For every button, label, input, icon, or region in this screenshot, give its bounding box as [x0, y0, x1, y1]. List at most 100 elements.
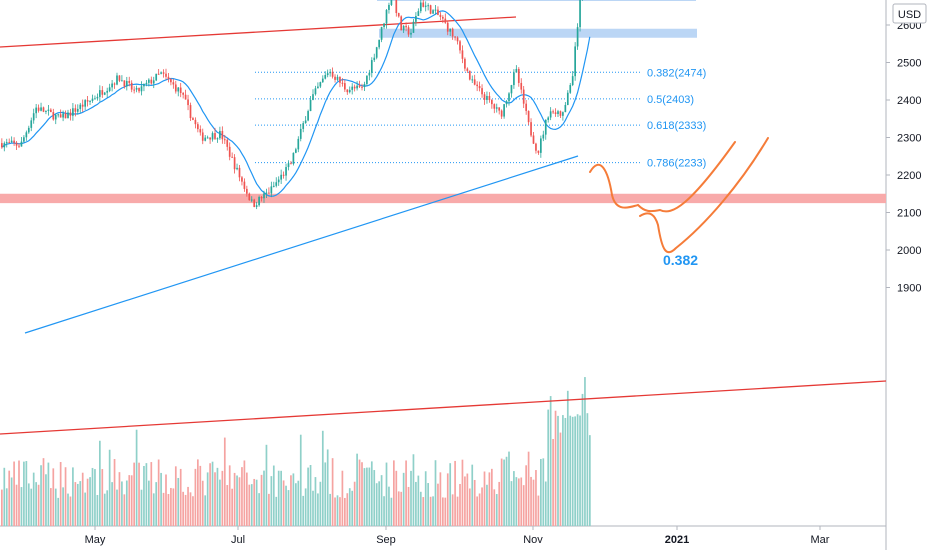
volume-bar: [194, 468, 197, 526]
fib-label-0-382-2474: 0.382(2474): [647, 67, 706, 79]
moving-average-line[interactable]: [1, 10, 591, 197]
candle-body: [525, 103, 527, 111]
resistance-zone-2[interactable]: [0, 193, 886, 204]
candle-body: [57, 114, 60, 116]
volume-bar: [125, 480, 128, 526]
volume-bar: [255, 479, 258, 526]
candle-body: [204, 137, 207, 141]
candle-body: [199, 129, 202, 133]
volume-bar: [483, 471, 486, 526]
volume-bar: [400, 491, 403, 526]
volume-bar: [35, 482, 37, 526]
volume-bar: [295, 483, 297, 526]
candle-body: [449, 28, 452, 32]
candle-body: [258, 196, 260, 206]
candle-body: [574, 46, 576, 77]
volume-bar: [488, 472, 491, 526]
upper-trendline-red[interactable]: [0, 16, 517, 48]
projection-path-lower[interactable]: [639, 137, 769, 254]
volume-bar: [493, 489, 496, 526]
candle-body: [346, 89, 349, 93]
candle-body: [569, 85, 572, 93]
volume-bar: [446, 473, 449, 526]
volume-bar: [263, 470, 265, 526]
candle-body: [290, 163, 292, 165]
candle-body: [209, 137, 211, 140]
candle-body: [439, 14, 442, 17]
candle-body: [552, 111, 554, 113]
volume-bar: [277, 470, 280, 526]
volume-bar: [106, 490, 109, 526]
x-tick-label-jul: Jul: [231, 534, 245, 546]
candle-body: [424, 5, 427, 7]
projection-path-upper[interactable]: [589, 141, 736, 213]
support-zone-2[interactable]: [379, 28, 697, 38]
candle-body: [1, 143, 3, 148]
volume-bar: [81, 472, 84, 526]
volume-bar: [18, 460, 20, 526]
support-zone-1[interactable]: [377, 0, 696, 1]
volume-bar: [527, 451, 530, 526]
candle-body: [363, 84, 366, 87]
candle-body: [250, 199, 253, 201]
candle-body: [25, 132, 28, 138]
candle-body: [442, 16, 444, 19]
volume-bar: [559, 432, 562, 526]
lower-trendline-red[interactable]: [0, 380, 887, 435]
volume-bar: [444, 497, 447, 526]
volume-bar: [336, 495, 339, 526]
volume-bar: [50, 488, 52, 526]
volume-bar: [84, 492, 86, 526]
candle-body: [189, 105, 192, 119]
volume-bar: [378, 481, 380, 526]
candle-body: [287, 163, 290, 168]
candle-body: [314, 88, 317, 95]
volume-bar: [341, 470, 344, 526]
candle-body: [495, 107, 498, 109]
candle-body: [59, 114, 62, 118]
volume-bar: [312, 490, 314, 526]
x-tick-label-sep: Sep: [376, 534, 396, 546]
volume-bar: [422, 497, 425, 526]
candle-body: [517, 68, 520, 83]
volume-bar: [287, 490, 290, 526]
candle-body: [402, 25, 405, 31]
volume-bar: [419, 491, 422, 526]
candle-body: [155, 73, 158, 81]
candle-body: [152, 80, 155, 84]
volume-bar: [25, 461, 28, 526]
volume-bar: [199, 465, 202, 526]
candle-body: [302, 123, 305, 129]
candle-body: [81, 104, 84, 107]
volume-bar: [576, 414, 579, 526]
volume-bar: [116, 489, 118, 526]
candle-body: [15, 142, 18, 146]
volume-bar: [23, 461, 25, 526]
rising-trendline-blue[interactable]: [24, 155, 579, 334]
candle-body: [40, 107, 42, 111]
volume-bar: [32, 472, 35, 526]
volume-bar: [554, 410, 557, 526]
candle-body: [571, 76, 574, 86]
candle-body: [187, 99, 189, 106]
candle-body: [417, 11, 420, 16]
candle-body: [272, 185, 275, 187]
candle-body: [108, 87, 111, 91]
candle-body: [493, 104, 496, 109]
candle-body: [50, 109, 52, 113]
volume-bar: [1, 489, 3, 526]
currency-badge[interactable]: USD: [892, 3, 927, 24]
volume-bar: [228, 465, 231, 526]
volume-bar: [174, 466, 177, 526]
fib-0382-zone-label: 0.382: [663, 252, 698, 268]
candle-body: [221, 130, 224, 140]
volume-bar: [451, 494, 454, 526]
candle-body: [451, 28, 454, 37]
volume-bar: [219, 479, 221, 526]
candle-body: [177, 87, 180, 92]
candle-body: [473, 79, 476, 85]
candle-body: [270, 186, 273, 194]
price-axis[interactable]: 1900200021002200230024002500260027002800…: [885, 0, 932, 550]
